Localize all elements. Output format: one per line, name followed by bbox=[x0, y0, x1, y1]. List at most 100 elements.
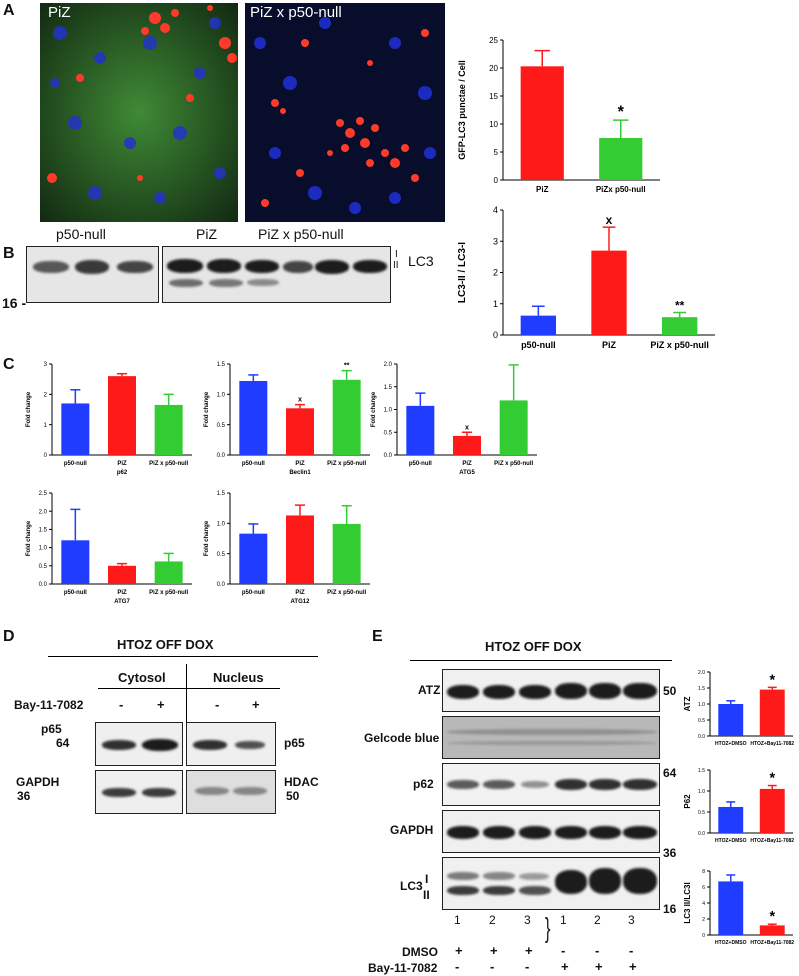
x-tick-label: PiZ bbox=[295, 590, 305, 596]
chart-e-atz: 0.0 0.5 1.0 1.5 2.0 ATZ HTOZ+DMSO * HTOZ+Bay11-7… bbox=[683, 670, 794, 747]
y-tick-label: 0.5 bbox=[217, 423, 226, 429]
y-tick-label: 15 bbox=[489, 92, 498, 101]
blot-e-atz bbox=[442, 669, 660, 712]
chart-a-gfp-lc3: 0 5 10 15 20 25 GFP-LC3 punctae / Cell PiZ * PiZx… bbox=[457, 36, 660, 194]
x-tick-label: HTOZ+DMSO bbox=[715, 940, 747, 946]
blot-d-gapdh bbox=[95, 770, 183, 814]
bar-p50-null bbox=[406, 405, 435, 455]
roman-e-ii: II bbox=[423, 888, 430, 902]
bar-piz-x-p50-null bbox=[154, 561, 183, 584]
bar-piz bbox=[591, 250, 627, 335]
y-tick-label: 1.5 bbox=[698, 768, 705, 774]
blot-d-p65-nucleus bbox=[186, 722, 276, 766]
y-tick-label: 1.0 bbox=[217, 392, 226, 398]
panel-e-title-rule bbox=[410, 660, 672, 661]
micrograph-piz-x-p50null bbox=[245, 3, 445, 222]
bar-p50-null bbox=[61, 403, 90, 455]
y-axis-label: Fold change bbox=[26, 520, 32, 556]
x-tick-label: p50-null bbox=[242, 590, 265, 596]
micrograph-piz-image bbox=[40, 3, 238, 222]
x-tick-label: p50-null bbox=[521, 340, 556, 350]
y-tick-label: 0.0 bbox=[698, 831, 705, 837]
y-tick-label: 0.0 bbox=[39, 582, 48, 588]
x-tick-label: PiZ x p50-null bbox=[327, 590, 366, 596]
marker-d-64: 64 bbox=[56, 736, 70, 750]
sign-d-3: - bbox=[215, 697, 220, 712]
y-tick-label: 1.0 bbox=[698, 789, 705, 795]
significance-mark: * bbox=[769, 909, 775, 925]
x-tick-label: p50-null bbox=[242, 461, 265, 467]
significance-mark: ** bbox=[675, 299, 685, 313]
bar-htoz-bay11-7082 bbox=[759, 689, 785, 736]
bar-htoz-dmso bbox=[718, 806, 744, 833]
sign-dmso-6: - bbox=[629, 943, 634, 958]
y-axis-label: GFP-LC3 punctae / Cell bbox=[457, 60, 467, 160]
y-tick-label: 0 bbox=[44, 453, 48, 459]
x-tick-label: PiZ bbox=[295, 461, 305, 467]
panel-label-d: D bbox=[3, 628, 15, 645]
y-tick-label: 2 bbox=[702, 917, 705, 923]
x-tick-label: PiZ x p50-null bbox=[149, 461, 188, 467]
y-tick-label: 2 bbox=[493, 268, 498, 278]
bar-piz bbox=[286, 408, 314, 455]
bar-p50-null bbox=[520, 315, 556, 335]
micrograph-piz-x-p50null-image bbox=[245, 3, 445, 222]
y-tick-label: 4 bbox=[702, 901, 705, 907]
y-tick-label: 0 bbox=[702, 933, 705, 939]
y-tick-label: 4 bbox=[493, 205, 498, 215]
y-tick-label: 1.5 bbox=[39, 528, 48, 534]
significance-mark: ** bbox=[344, 361, 350, 370]
x-tick-label: HTOZ+Bay11-7082 bbox=[750, 838, 794, 844]
y-tick-label: 3 bbox=[493, 236, 498, 246]
chart-c-atg5: 0.0 0.5 1.0 1.5 2.0 Fold change p50-null x PiZ Pi… bbox=[371, 362, 537, 476]
y-tick-label: 0.5 bbox=[39, 564, 48, 570]
blot-b-piz bbox=[162, 246, 391, 303]
row-label-atz: ATZ bbox=[418, 683, 441, 697]
significance-mark: x bbox=[298, 395, 302, 404]
sign-d-2: + bbox=[157, 697, 165, 712]
band-roman-ii: II bbox=[393, 260, 399, 271]
panel-label-e: E bbox=[372, 628, 383, 645]
sign-bay-1: - bbox=[455, 959, 460, 974]
y-tick-label: 0.5 bbox=[698, 718, 705, 724]
x-axis-label: p62 bbox=[117, 470, 128, 476]
row-label-p65-right: p65 bbox=[284, 736, 305, 750]
blot-e-lc3 bbox=[442, 857, 660, 910]
y-tick-label: 1 bbox=[493, 299, 498, 309]
panel-label-a: A bbox=[3, 2, 15, 19]
chart-c-atg7: 0.0 0.5 1.0 1.5 2.0 2.5 Fold change p50-null PiZ… bbox=[26, 491, 192, 605]
lane-group-p50null: p50-null bbox=[56, 226, 106, 242]
marker-e-64: 64 bbox=[663, 766, 677, 780]
x-tick-label: PiZ x p50-null bbox=[149, 590, 188, 596]
x-tick-label: PiZ bbox=[462, 461, 472, 467]
y-axis-label: P62 bbox=[683, 794, 692, 809]
lane-number-3: 3 bbox=[524, 913, 531, 927]
chart-b-lc3-ratio: 0 1 2 3 4 LC3-II / LC3-I p50-null x PiZ ** PiZ x p… bbox=[457, 205, 715, 350]
x-tick-label: PiZ x p50-null bbox=[650, 340, 709, 350]
x-axis-label: ATG7 bbox=[114, 599, 130, 605]
y-axis-label: Fold change bbox=[204, 520, 210, 556]
bar-piz-x-p50-null bbox=[154, 404, 183, 455]
y-tick-label: 25 bbox=[489, 36, 498, 45]
panel-label-c: C bbox=[3, 356, 15, 373]
lane-group-piz: PiZ bbox=[196, 226, 217, 242]
y-tick-label: 1.5 bbox=[217, 491, 226, 497]
bar-pizx-p50-null bbox=[599, 138, 643, 180]
sign-bay-4: + bbox=[561, 959, 569, 974]
column-cytosol: Cytosol bbox=[118, 670, 166, 685]
y-tick-label: 0.5 bbox=[217, 552, 226, 558]
sign-bay-5: + bbox=[595, 959, 603, 974]
bar-piz bbox=[286, 515, 314, 584]
sign-dmso-4: - bbox=[561, 943, 566, 958]
y-tick-label: 1.5 bbox=[217, 362, 226, 368]
marker-d-50: 50 bbox=[286, 789, 300, 803]
y-tick-label: 0.5 bbox=[698, 810, 705, 816]
y-axis-label: LC3-II / LC3-I bbox=[457, 242, 468, 303]
y-tick-label: 1.5 bbox=[384, 385, 393, 391]
sign-dmso-3: + bbox=[525, 943, 533, 958]
bar-piz-x-p50-null bbox=[332, 379, 361, 455]
marker-d-36: 36 bbox=[17, 789, 31, 803]
bar-htoz-dmso bbox=[718, 704, 744, 736]
panel-d-title-rule bbox=[48, 656, 318, 657]
row-label-lc3: LC3 bbox=[400, 879, 423, 893]
